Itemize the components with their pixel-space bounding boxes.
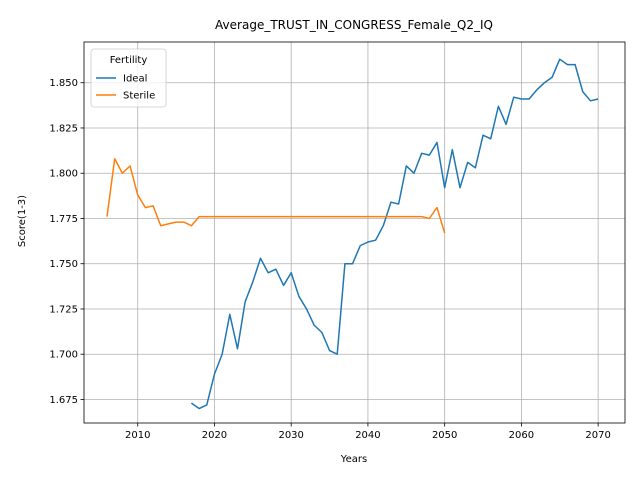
series-line-ideal [190, 58, 599, 410]
legend-entry-sterile: Sterile [123, 91, 155, 102]
x-tick-label: 2030 [278, 430, 303, 441]
legend-entry-ideal: Ideal [123, 74, 147, 85]
x-axis-label: Years [340, 454, 367, 465]
y-tick-label: 1.750 [49, 259, 78, 270]
x-tick-label: 2050 [432, 430, 457, 441]
grid-lines [84, 42, 625, 423]
y-axis-label: Score(1-3) [17, 195, 28, 247]
legend-box [90, 48, 167, 108]
y-tick-label: 1.725 [49, 304, 78, 315]
x-tick-label: 2060 [509, 430, 534, 441]
y-tick-label: 1.700 [49, 350, 78, 361]
y-tick-label: 1.800 [49, 169, 78, 180]
legend: Fertility Ideal Sterile [90, 48, 167, 108]
x-tick-label: 2010 [125, 430, 150, 441]
plot-area-frame [83, 41, 626, 424]
series-line-sterile [106, 157, 446, 234]
series-lines [106, 58, 599, 410]
x-tick-label: 2040 [355, 430, 380, 441]
y-tick-label: 1.850 [49, 78, 78, 89]
x-tick-label: 2070 [585, 430, 610, 441]
x-tick-label: 2020 [202, 430, 227, 441]
y-tick-label: 1.675 [49, 395, 78, 406]
legend-title: Fertility [110, 55, 148, 66]
chart-title: Average_TRUST_IN_CONGRESS_Female_Q2_IQ [215, 18, 493, 32]
y-axis-ticks: 1.675 1.700 1.725 1.750 1.775 1.800 1.825 1.850 [49, 78, 84, 406]
y-tick-label: 1.825 [49, 123, 78, 134]
x-axis-ticks: 2010 2020 2030 2040 2050 2060 2070 [125, 423, 611, 441]
y-tick-label: 1.775 [49, 214, 78, 225]
